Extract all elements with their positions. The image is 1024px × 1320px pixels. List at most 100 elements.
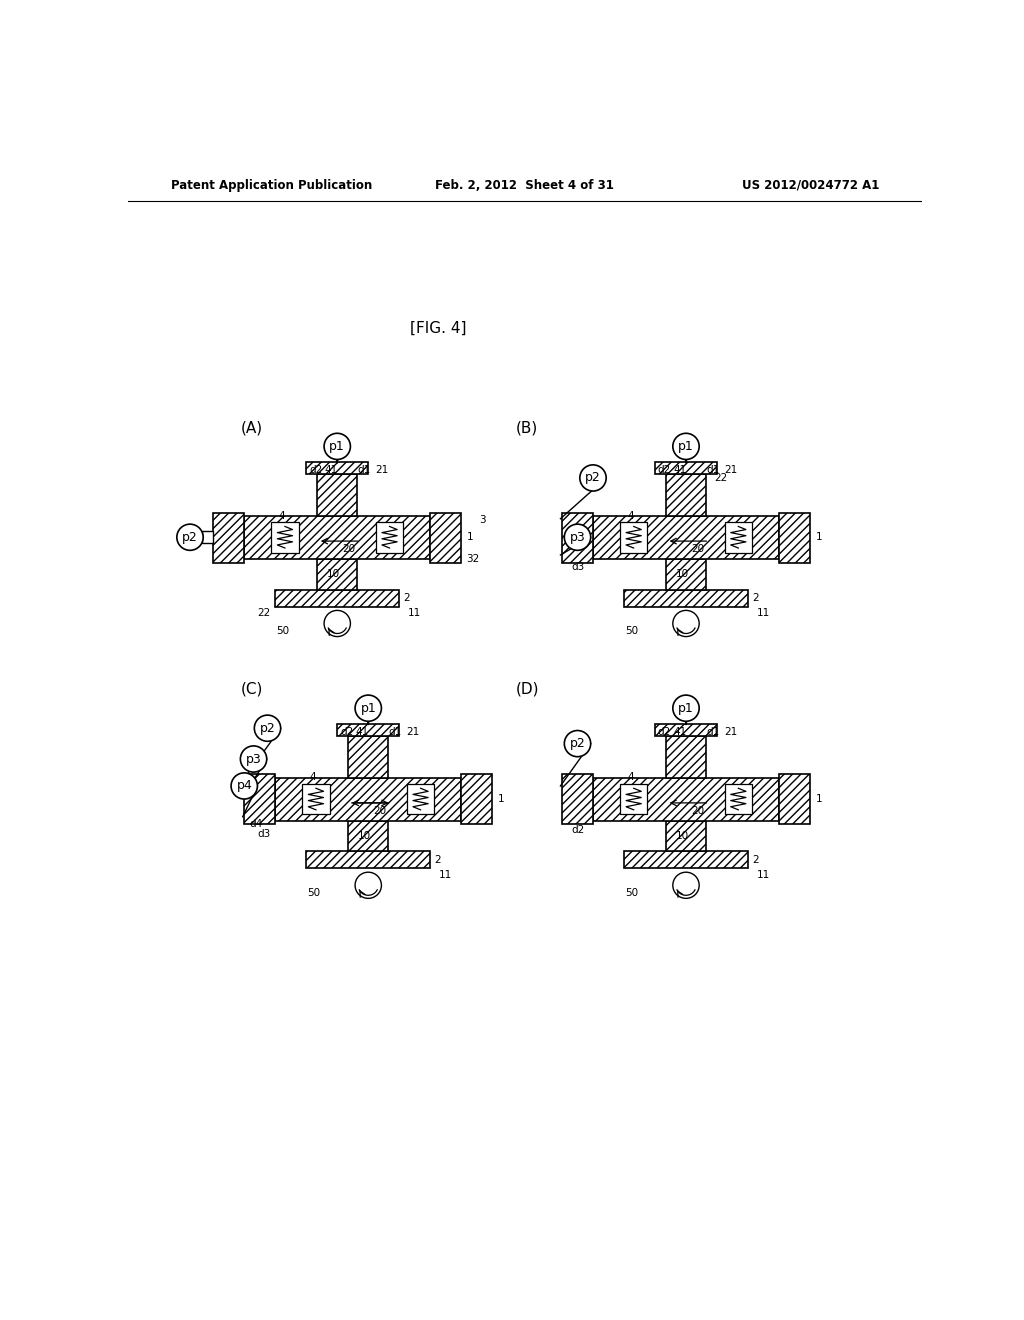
Bar	[407, 784, 434, 814]
Text: 41: 41	[673, 465, 686, 475]
Bar	[666, 821, 707, 851]
Bar	[666, 558, 707, 590]
Bar	[317, 474, 357, 516]
Text: 21: 21	[376, 465, 389, 475]
Text: p1: p1	[360, 702, 376, 714]
Text: p3: p3	[246, 752, 261, 766]
Text: 3: 3	[479, 515, 486, 525]
Text: d3: d3	[257, 829, 270, 840]
Text: p3: p3	[569, 531, 586, 544]
Text: 10: 10	[357, 832, 371, 841]
Bar	[348, 821, 388, 851]
Text: 4: 4	[310, 772, 316, 783]
Bar	[348, 737, 388, 779]
Bar	[779, 775, 810, 825]
Bar	[271, 521, 299, 553]
Bar	[275, 779, 461, 821]
Text: p2: p2	[182, 531, 198, 544]
Text: 21: 21	[724, 465, 737, 475]
Bar	[725, 521, 752, 553]
Text: p2: p2	[569, 737, 586, 750]
Text: p2: p2	[260, 722, 275, 735]
Text: 50: 50	[626, 888, 638, 898]
Text: d4: d4	[249, 820, 262, 829]
Text: d1: d1	[389, 727, 402, 737]
Bar	[621, 521, 647, 553]
Bar	[666, 474, 707, 516]
Text: 41: 41	[355, 727, 369, 737]
Text: d1: d1	[357, 465, 371, 475]
Circle shape	[231, 774, 257, 799]
Circle shape	[580, 465, 606, 491]
Text: 20: 20	[374, 805, 386, 816]
Bar	[302, 784, 330, 814]
Text: d3: d3	[570, 561, 584, 572]
Text: d1: d1	[707, 465, 720, 475]
Text: 11: 11	[439, 870, 453, 879]
Text: 2: 2	[403, 593, 411, 603]
Text: 21: 21	[407, 727, 420, 737]
Circle shape	[177, 524, 203, 550]
Text: Patent Application Publication: Patent Application Publication	[171, 178, 372, 191]
Circle shape	[673, 696, 699, 721]
Text: 32: 32	[466, 554, 479, 564]
Circle shape	[673, 433, 699, 459]
Text: 20: 20	[691, 805, 705, 816]
Bar	[779, 512, 810, 562]
Text: 4: 4	[628, 772, 634, 783]
Text: d2: d2	[657, 727, 671, 737]
Bar	[306, 462, 369, 474]
Text: 41: 41	[325, 465, 338, 475]
Circle shape	[241, 746, 266, 772]
Text: d2: d2	[657, 465, 671, 475]
Bar	[245, 775, 275, 825]
Text: 41: 41	[673, 727, 686, 737]
Text: [FIG. 4]: [FIG. 4]	[410, 321, 466, 335]
Text: Feb. 2, 2012  Sheet 4 of 31: Feb. 2, 2012 Sheet 4 of 31	[435, 178, 614, 191]
Bar	[725, 784, 752, 814]
Text: d1: d1	[707, 727, 720, 737]
Text: 10: 10	[676, 569, 689, 579]
Bar	[317, 558, 357, 590]
Text: 11: 11	[757, 870, 770, 879]
Text: 4: 4	[279, 511, 286, 520]
Text: 22: 22	[715, 473, 727, 483]
Text: 10: 10	[676, 832, 689, 841]
Text: 50: 50	[307, 888, 321, 898]
Text: 2: 2	[753, 855, 759, 865]
Bar	[624, 851, 748, 869]
Bar	[213, 512, 245, 562]
Text: 21: 21	[724, 727, 737, 737]
Text: d2: d2	[309, 465, 323, 475]
Text: 50: 50	[626, 626, 638, 636]
Text: p2: p2	[585, 471, 601, 484]
Text: 1: 1	[816, 795, 822, 804]
Bar	[376, 521, 403, 553]
Bar	[621, 784, 647, 814]
Bar	[337, 723, 399, 737]
Bar	[306, 851, 430, 869]
Circle shape	[564, 730, 591, 756]
Text: 22: 22	[257, 607, 270, 618]
Text: 1: 1	[467, 532, 474, 543]
Text: 11: 11	[757, 607, 770, 618]
Bar	[275, 590, 399, 607]
Text: (D): (D)	[515, 682, 539, 697]
Text: d2: d2	[570, 825, 584, 834]
Text: 1: 1	[499, 795, 505, 804]
Text: 2: 2	[434, 855, 441, 865]
Bar	[655, 723, 717, 737]
Circle shape	[564, 524, 591, 550]
Bar	[655, 462, 717, 474]
Bar	[202, 531, 213, 544]
Text: 11: 11	[409, 607, 421, 618]
Text: 1: 1	[816, 532, 822, 543]
Text: 2: 2	[753, 593, 759, 603]
Text: (C): (C)	[241, 682, 263, 697]
Circle shape	[355, 696, 381, 721]
Bar	[666, 737, 707, 779]
Text: p4: p4	[237, 779, 252, 792]
Text: 50: 50	[276, 626, 290, 636]
Bar	[245, 516, 430, 558]
Bar	[562, 512, 593, 562]
